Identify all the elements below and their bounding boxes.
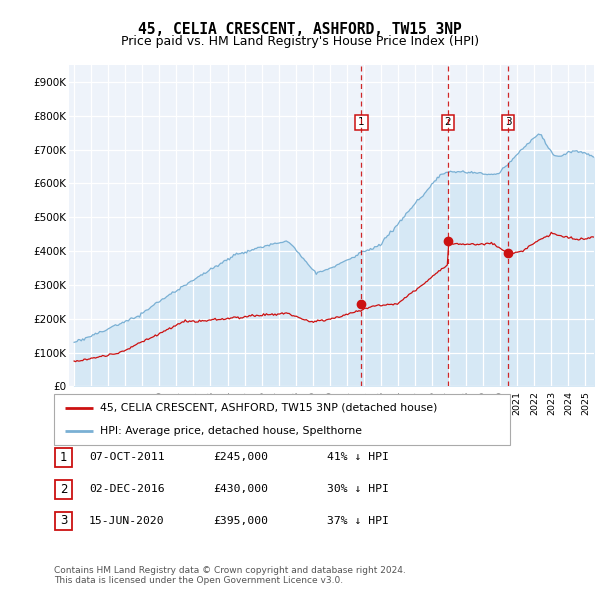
FancyBboxPatch shape (55, 512, 72, 530)
Text: 1: 1 (60, 451, 67, 464)
Text: 02-DEC-2016: 02-DEC-2016 (89, 484, 164, 494)
FancyBboxPatch shape (55, 480, 72, 499)
Text: 2: 2 (445, 117, 451, 127)
Text: Price paid vs. HM Land Registry's House Price Index (HPI): Price paid vs. HM Land Registry's House … (121, 35, 479, 48)
Text: 30% ↓ HPI: 30% ↓ HPI (327, 484, 389, 494)
Text: 3: 3 (60, 514, 67, 527)
Text: 15-JUN-2020: 15-JUN-2020 (89, 516, 164, 526)
Text: 45, CELIA CRESCENT, ASHFORD, TW15 3NP: 45, CELIA CRESCENT, ASHFORD, TW15 3NP (138, 22, 462, 37)
Text: £395,000: £395,000 (213, 516, 268, 526)
Text: 2: 2 (60, 483, 67, 496)
Text: Contains HM Land Registry data © Crown copyright and database right 2024.
This d: Contains HM Land Registry data © Crown c… (54, 566, 406, 585)
Text: £245,000: £245,000 (213, 453, 268, 462)
Text: 37% ↓ HPI: 37% ↓ HPI (327, 516, 389, 526)
FancyBboxPatch shape (55, 448, 72, 467)
Text: 3: 3 (505, 117, 511, 127)
Text: 45, CELIA CRESCENT, ASHFORD, TW15 3NP (detached house): 45, CELIA CRESCENT, ASHFORD, TW15 3NP (d… (100, 402, 437, 412)
Text: 07-OCT-2011: 07-OCT-2011 (89, 453, 164, 462)
Text: HPI: Average price, detached house, Spelthorne: HPI: Average price, detached house, Spel… (100, 427, 362, 437)
Text: 41% ↓ HPI: 41% ↓ HPI (327, 453, 389, 462)
FancyBboxPatch shape (54, 394, 510, 445)
Text: £430,000: £430,000 (213, 484, 268, 494)
Text: 1: 1 (358, 117, 365, 127)
